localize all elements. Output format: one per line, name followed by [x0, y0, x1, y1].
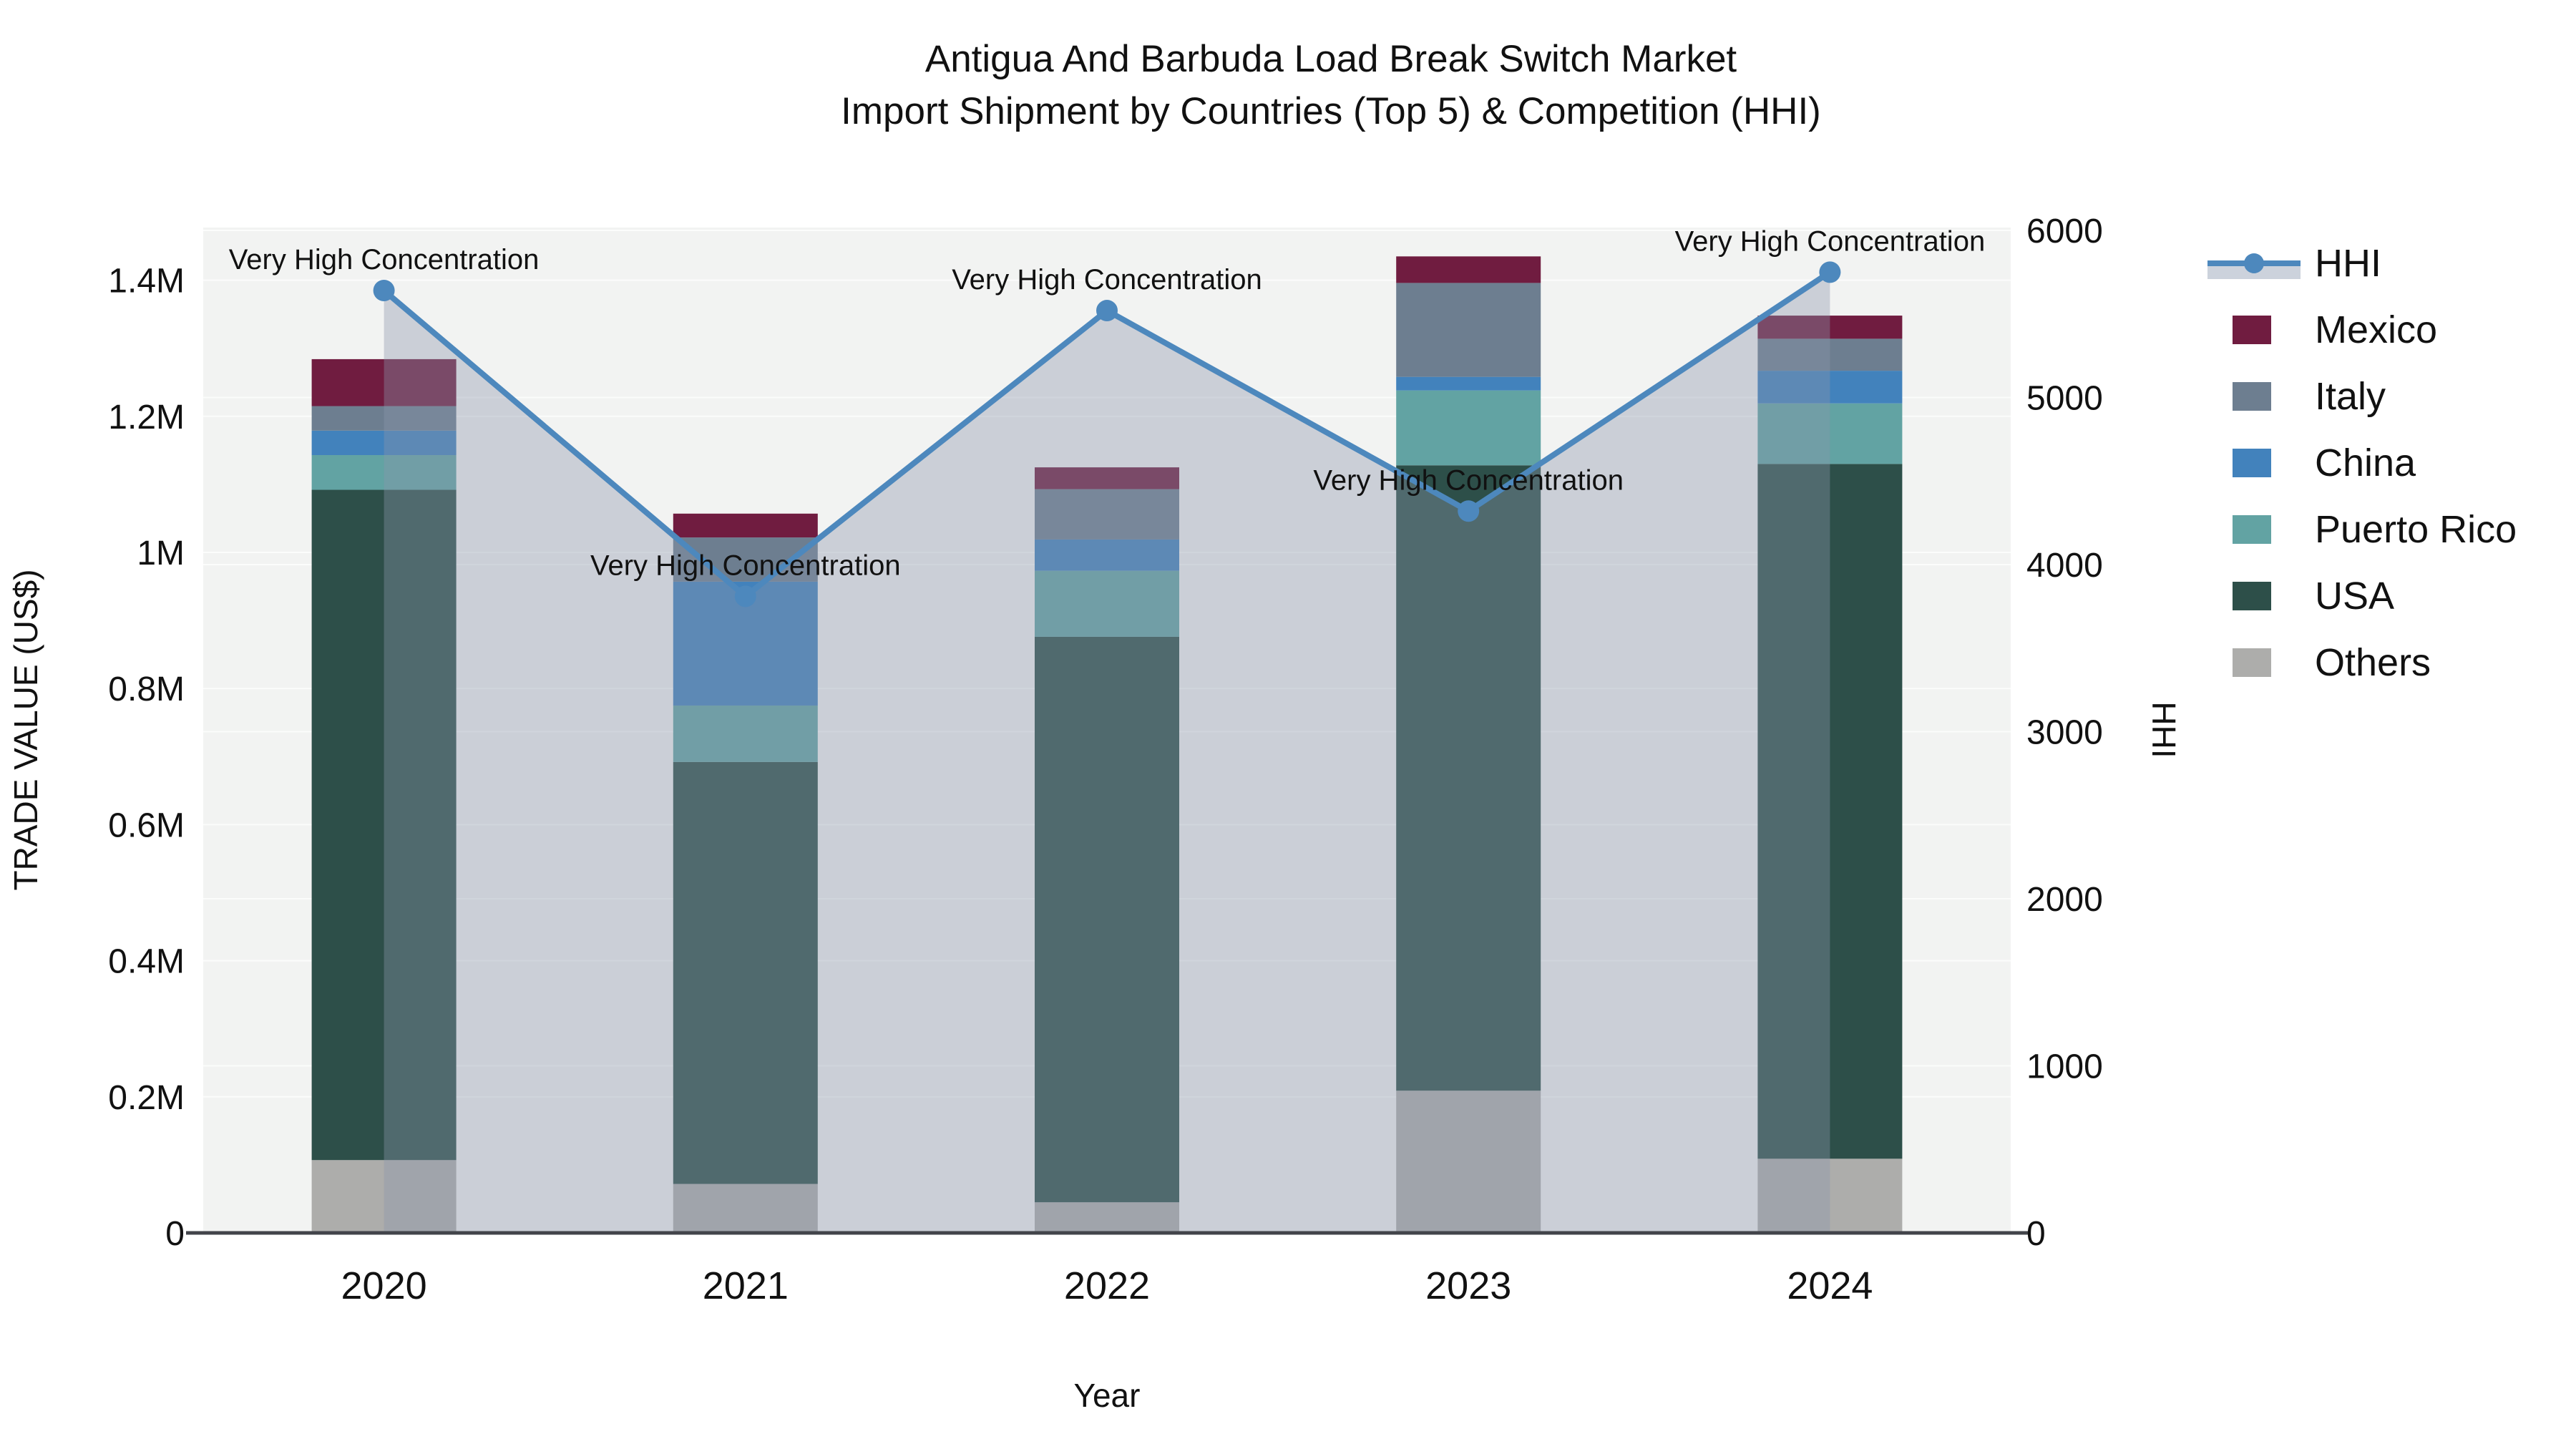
bar-segment-china-2024[interactable] [1757, 371, 1903, 404]
bar-segment-usa-2020[interactable] [311, 489, 457, 1161]
y-right-tick-label: 0 [2026, 1215, 2046, 1253]
legend-label-puerto-rico: Puerto Rico [2315, 508, 2517, 551]
chart-title-line2: Import Shipment by Countries (Top 5) & C… [841, 90, 1821, 132]
legend-swatch-others [2233, 648, 2271, 677]
bar-segment-china-2022[interactable] [1035, 539, 1179, 571]
bar-segment-china-2023[interactable] [1396, 376, 1541, 391]
bar-segment-puerto-rico-2021[interactable] [673, 705, 818, 762]
bar-segment-italy-2022[interactable] [1035, 489, 1179, 540]
legend-swatch-puerto-rico [2233, 515, 2271, 544]
hhi-marker-2022[interactable] [1096, 300, 1118, 322]
stacked-bars-layer [311, 256, 1903, 1233]
annotation-2021: Very High Concentration [590, 550, 901, 581]
bar-segment-italy-2024[interactable] [1757, 338, 1903, 371]
legend-swatch-mexico [2233, 316, 2271, 344]
hhi-marker-2021[interactable] [734, 585, 756, 608]
legend-swatch-italy [2233, 382, 2271, 411]
y-right-axis-title: HHI [2145, 701, 2182, 758]
annotation-2024: Very High Concentration [1675, 225, 1986, 257]
bar-segment-others-2021[interactable] [673, 1184, 818, 1233]
bar-segment-mexico-2023[interactable] [1396, 256, 1541, 283]
x-tick-label-2021: 2021 [703, 1264, 789, 1307]
annotations-layer: Very High Concentration Very High Concent… [229, 225, 1985, 581]
y-left-tick-label: 0.4M [108, 943, 185, 981]
legend-item-others[interactable]: Others [2233, 641, 2431, 684]
hhi-marker-2024[interactable] [1819, 261, 1841, 283]
y-right-tick-label: 6000 [2026, 213, 2103, 250]
y-left-axis-title: TRADE VALUE (US$) [7, 569, 44, 890]
bar-segment-italy-2023[interactable] [1396, 283, 1541, 377]
annotation-2020: Very High Concentration [229, 244, 540, 275]
x-tick-label-2022: 2022 [1064, 1264, 1150, 1307]
y-right-tick-label: 5000 [2026, 379, 2103, 417]
legend-item-puerto-rico[interactable]: Puerto Rico [2233, 508, 2517, 551]
y-left-tick-label: 1.2M [108, 399, 185, 436]
legend-label-usa: USA [2315, 575, 2394, 618]
y-right-tick-label: 2000 [2026, 881, 2103, 919]
bar-segment-puerto-rico-2022[interactable] [1035, 570, 1179, 637]
bar-segment-usa-2024[interactable] [1757, 464, 1903, 1159]
legend-item-mexico[interactable]: Mexico [2233, 308, 2437, 351]
legend-label-mexico: Mexico [2315, 308, 2437, 351]
legend-label-china: China [2315, 441, 2416, 484]
bar-segment-italy-2020[interactable] [311, 406, 457, 431]
hhi-marker-2020[interactable] [373, 280, 395, 302]
y-left-tick-label: 0.8M [108, 670, 185, 708]
x-tick-label-2023: 2023 [1425, 1264, 1511, 1307]
x-tick-label-2024: 2024 [1787, 1264, 1873, 1307]
bar-segment-usa-2022[interactable] [1035, 636, 1179, 1203]
y-right-tick-label: 3000 [2026, 713, 2103, 751]
hhi-marker-2023[interactable] [1458, 500, 1480, 522]
bar-segment-mexico-2020[interactable] [311, 358, 457, 406]
legend-layer: HHI Mexico Italy China Puerto Rico USA Others [2207, 242, 2517, 684]
y-left-tick-label: 1M [137, 535, 185, 572]
y-right-tick-label: 4000 [2026, 547, 2103, 585]
legend-item-hhi[interactable]: HHI [2207, 242, 2381, 285]
legend-swatch-usa [2233, 582, 2271, 610]
bar-segment-puerto-rico-2023[interactable] [1396, 390, 1541, 466]
bar-segment-others-2022[interactable] [1035, 1202, 1179, 1233]
x-tick-label-2020: 2020 [341, 1264, 427, 1307]
bar-segment-others-2023[interactable] [1396, 1091, 1541, 1233]
legend-label-others: Others [2315, 641, 2431, 684]
bar-segment-usa-2021[interactable] [673, 761, 818, 1184]
bar-segment-puerto-rico-2024[interactable] [1757, 403, 1903, 464]
bar-segment-others-2024[interactable] [1757, 1158, 1903, 1233]
chart-title-line1: Antigua And Barbuda Load Break Switch Ma… [925, 38, 1737, 80]
y-left-tick-label: 1.4M [108, 263, 185, 301]
legend-label-italy: Italy [2315, 375, 2386, 418]
bar-segment-china-2020[interactable] [311, 430, 457, 456]
tick-labels-layer: 0 0.2M 0.4M 0.6M 0.8M 1M 1.2M 1.4M 0 1000 2000 3000… [108, 213, 2103, 1307]
legend-swatch-china [2233, 449, 2271, 477]
annotation-2022: Very High Concentration [952, 264, 1262, 296]
x-axis-title: Year [1074, 1377, 1141, 1414]
legend-label-hhi: HHI [2315, 242, 2381, 285]
legend-hhi-marker-sample [2244, 253, 2264, 273]
bar-segment-mexico-2021[interactable] [673, 513, 818, 538]
legend-item-italy[interactable]: Italy [2233, 375, 2386, 418]
bar-segment-mexico-2022[interactable] [1035, 467, 1179, 489]
hhi-line-layer [373, 261, 1841, 608]
annotation-2023: Very High Concentration [1313, 464, 1624, 496]
bar-segment-mexico-2024[interactable] [1757, 316, 1903, 339]
y-left-tick-label: 0.2M [108, 1079, 185, 1117]
bar-segment-others-2020[interactable] [311, 1160, 457, 1233]
y-right-tick-label: 1000 [2026, 1048, 2103, 1085]
y-left-tick-label: 0 [165, 1215, 185, 1253]
legend-item-china[interactable]: China [2233, 441, 2416, 484]
y-left-tick-label: 0.6M [108, 806, 185, 844]
bar-segment-puerto-rico-2020[interactable] [311, 455, 457, 490]
bar-segment-usa-2023[interactable] [1396, 465, 1541, 1091]
legend-item-usa[interactable]: USA [2233, 575, 2394, 618]
